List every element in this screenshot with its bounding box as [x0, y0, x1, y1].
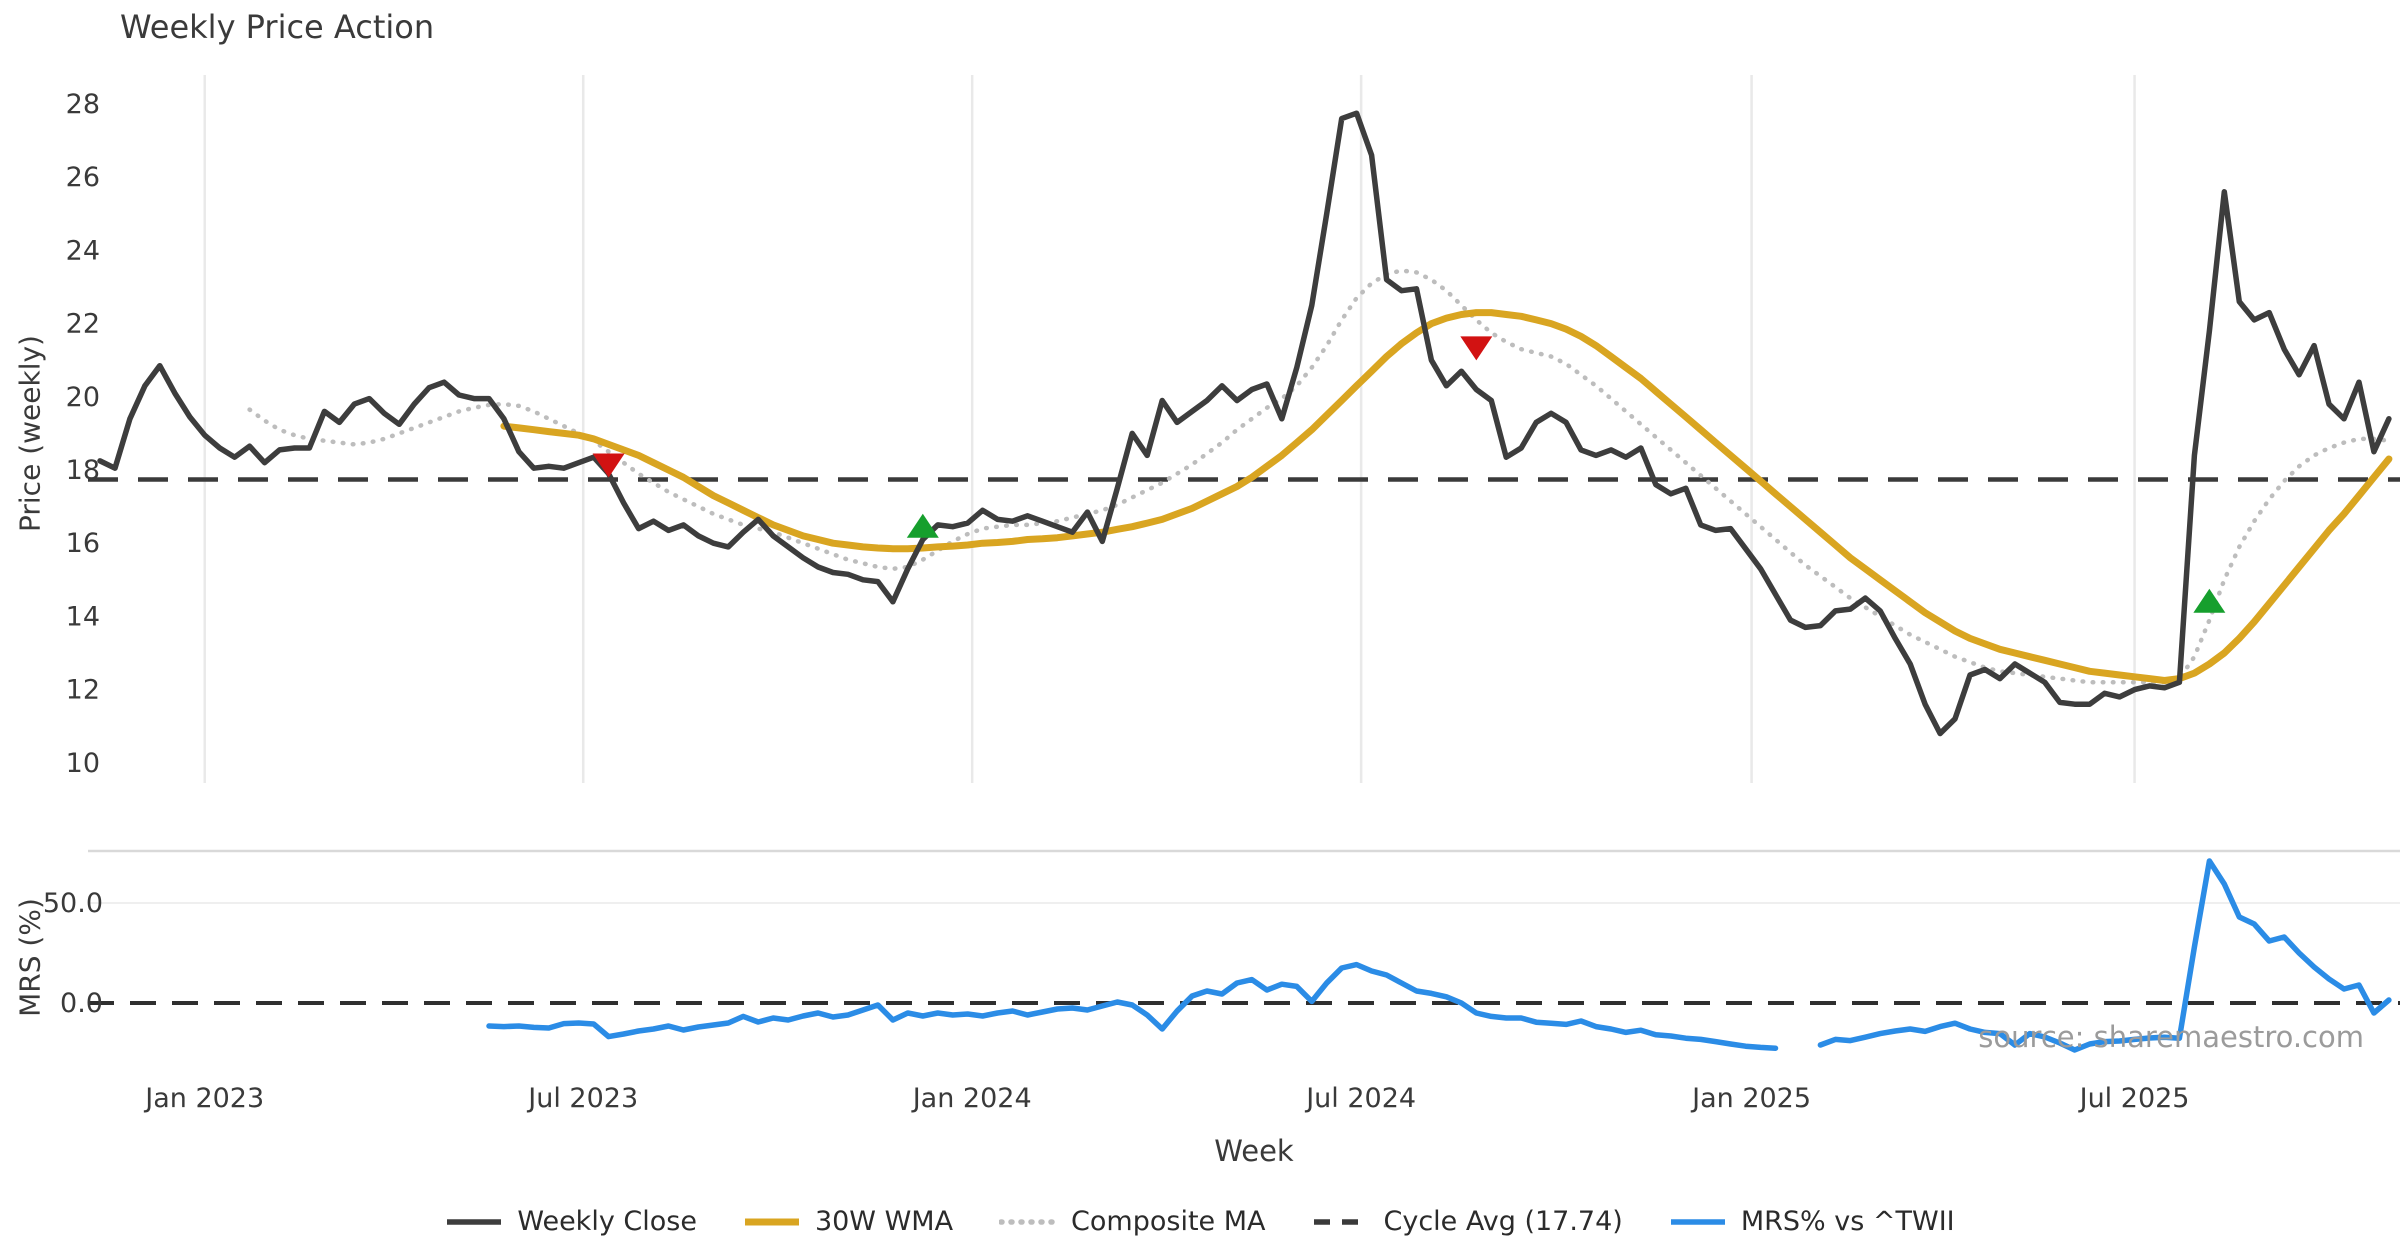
legend-swatch — [1670, 1218, 1725, 1225]
x-tick-label: Jul 2023 — [526, 1083, 638, 1114]
sell-marker — [592, 453, 625, 478]
mrs-tick-label: 0.0 — [60, 988, 103, 1019]
mrs-tick-label: 50.0 — [43, 888, 103, 919]
mrs-axis-title: MRS (%) — [13, 898, 47, 1017]
buy-marker — [2193, 588, 2226, 613]
legend-label: Weekly Close — [517, 1206, 697, 1237]
composite-ma-line — [247, 268, 2392, 685]
legend-item-weekly-close: Weekly Close — [445, 1206, 697, 1237]
chart-legend: Weekly Close 30W WMA Composite MA Cycle Avg… — [0, 1206, 2400, 1237]
x-tick-label: Jul 2025 — [2078, 1083, 2190, 1114]
price-tick-label: 22 — [66, 309, 100, 340]
price-tick-label: 28 — [66, 89, 100, 120]
price-tick-label: 26 — [66, 162, 100, 193]
buy-marker — [906, 513, 939, 538]
weekly-close-line — [97, 110, 2392, 737]
source-note: source: sharemaestro.com — [1978, 1020, 2364, 1054]
sell-marker — [1460, 336, 1493, 361]
legend-label: MRS% vs ^TWII — [1740, 1206, 1955, 1237]
mrs-line — [486, 858, 2392, 1053]
legend-swatch — [447, 1218, 502, 1225]
legend-label: Cycle Avg (17.74) — [1383, 1206, 1623, 1237]
price-tick-label: 12 — [66, 675, 100, 706]
legend-item-composite-ma: Composite MA — [999, 1206, 1266, 1237]
legend-swatch — [1313, 1218, 1368, 1225]
legend-label: 30W WMA — [814, 1206, 954, 1237]
legend-item-30w-wma: 30W WMA — [743, 1206, 953, 1237]
price-tick-label: 16 — [66, 528, 100, 559]
legend-swatch — [744, 1218, 799, 1225]
legend-label: Composite MA — [1071, 1206, 1266, 1237]
x-tick-label: Jan 2023 — [143, 1083, 264, 1114]
x-tick-label: Jan 2025 — [1690, 1083, 1811, 1114]
price-tick-label: 14 — [66, 601, 100, 632]
x-tick-label: Jan 2024 — [911, 1083, 1032, 1114]
price-axis-title: Price (weekly) — [13, 335, 47, 532]
legend-swatch — [999, 1218, 1058, 1225]
chart-title: Weekly Price Action — [120, 8, 435, 46]
price-tick-label: 20 — [66, 382, 100, 413]
legend-item-mrs-vs-twii: MRS% vs ^TWII — [1669, 1206, 1955, 1237]
legend-item-cycle-avg-17-74: Cycle Avg (17.74) — [1312, 1206, 1623, 1237]
x-axis-title: Week — [1214, 1134, 1294, 1168]
price-tick-label: 10 — [66, 748, 100, 779]
x-tick-label: Jul 2024 — [1304, 1083, 1416, 1114]
wma-line — [500, 309, 2393, 684]
price-tick-label: 24 — [66, 235, 100, 266]
